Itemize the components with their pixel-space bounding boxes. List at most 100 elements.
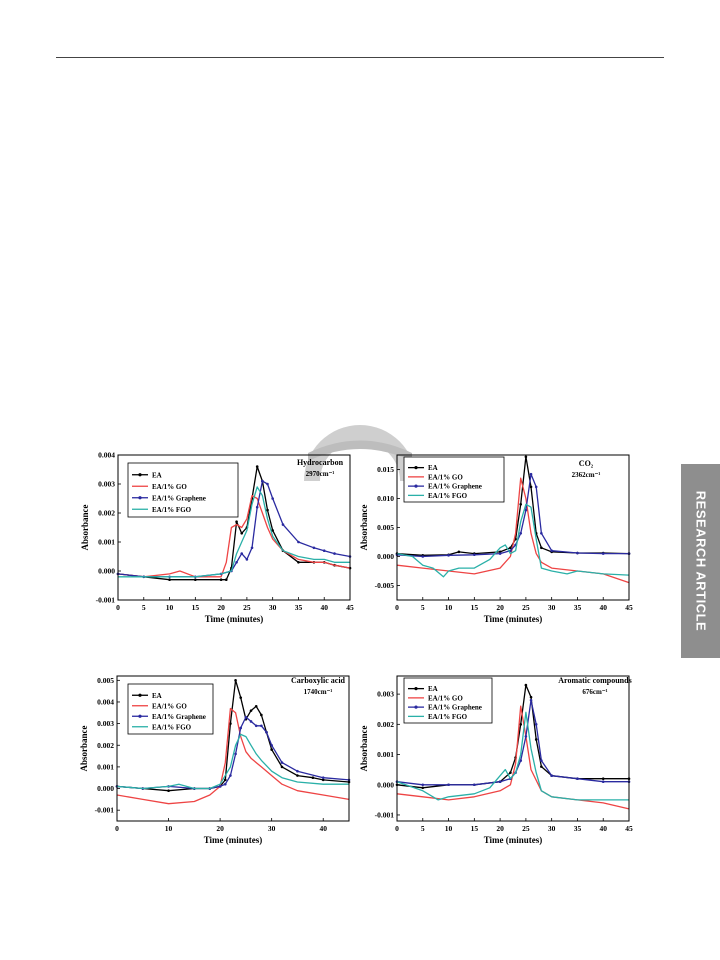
legend-marker — [414, 466, 418, 470]
x-tick-label: 30 — [268, 824, 276, 833]
x-tick-label: 30 — [548, 824, 556, 833]
data-point — [296, 769, 299, 773]
data-point — [250, 546, 254, 550]
y-tick-label: 0.001 — [98, 538, 115, 547]
y-tick-label: 0.001 — [377, 750, 394, 759]
legend-box — [403, 677, 493, 724]
y-tick-label: 0.003 — [97, 719, 114, 728]
y-axis-label: Absorbance — [359, 725, 369, 771]
section-side-tab: RESEARCH ARTICLE — [681, 464, 720, 658]
data-point — [280, 765, 284, 769]
data-point — [244, 715, 248, 719]
x-tick-label: 0 — [116, 603, 120, 612]
chart-subtitle: 1740cm⁻¹ — [304, 688, 333, 696]
data-point — [576, 777, 579, 781]
data-point — [266, 482, 269, 486]
data-point — [540, 532, 543, 535]
y-tick-label: -0.001 — [375, 810, 395, 819]
x-tick-label: 45 — [625, 603, 633, 612]
data-point — [271, 497, 274, 500]
data-point — [550, 774, 553, 777]
legend-marker — [138, 714, 142, 718]
chart-subtitle: 676cm⁻¹ — [582, 688, 607, 696]
data-point — [254, 724, 258, 728]
chart-title: Aromatic compounds — [558, 676, 631, 685]
series-line-2 — [396, 477, 630, 584]
data-point — [601, 777, 605, 781]
data-point — [270, 748, 273, 751]
y-tick-label: -0.001 — [96, 596, 116, 605]
y-tick-label: 0.004 — [98, 451, 115, 460]
series-line-4 — [118, 486, 350, 578]
data-point — [540, 546, 543, 550]
legend-label: EA/1% Graphene — [428, 704, 482, 712]
legend-label: EA/1% GO — [152, 702, 187, 710]
legend-label: EA/1% FGO — [152, 506, 192, 514]
data-point — [498, 780, 502, 784]
data-point — [321, 778, 325, 782]
data-point — [576, 551, 579, 555]
x-tick-label: 40 — [599, 603, 607, 612]
legend-marker — [414, 687, 418, 691]
data-point — [498, 552, 502, 555]
series-line-3 — [396, 473, 629, 558]
data-point — [234, 679, 237, 682]
x-tick-label: 30 — [269, 603, 277, 612]
data-point — [524, 735, 528, 738]
x-tick-label: 40 — [599, 824, 607, 833]
data-point — [312, 546, 316, 550]
legend-marker — [138, 473, 142, 477]
data-point — [534, 723, 538, 726]
header-rule — [56, 57, 664, 58]
y-tick-label: 0.002 — [98, 509, 115, 518]
legend-label: EA/1% GO — [428, 694, 463, 702]
data-point — [333, 552, 336, 555]
data-point — [509, 546, 512, 550]
data-point — [194, 578, 197, 581]
series-line-2 — [116, 707, 350, 805]
data-point — [234, 752, 237, 756]
data-point — [421, 786, 425, 790]
legend-label: EA/1% Graphene — [152, 494, 206, 502]
x-tick-label: 20 — [216, 824, 224, 833]
data-point — [167, 789, 170, 793]
watermark-logo — [304, 425, 416, 481]
data-point — [223, 778, 227, 782]
data-point — [311, 776, 315, 780]
y-tick-label: 0.015 — [377, 465, 394, 474]
y-tick-label: 0.010 — [377, 494, 394, 503]
data-point — [524, 455, 528, 459]
y-axis-label: Absorbance — [79, 725, 89, 771]
y-tick-label: 0.003 — [377, 690, 394, 699]
data-point — [280, 761, 284, 764]
x-axis-label: Time (minutes) — [484, 835, 543, 845]
legend-label: EA/1% FGO — [428, 713, 468, 721]
y-tick-label: 0.003 — [98, 480, 115, 489]
y-tick-label: 0.000 — [377, 552, 394, 561]
x-tick-label: 15 — [192, 603, 200, 612]
x-tick-label: 0 — [115, 824, 119, 833]
y-tick-label: 0.005 — [97, 676, 114, 685]
data-point — [229, 774, 232, 777]
data-point — [245, 558, 249, 561]
x-tick-label: 10 — [165, 824, 173, 833]
y-tick-label: 0.000 — [97, 784, 114, 793]
y-tick-label: 0.001 — [97, 762, 114, 771]
x-tick-label: 5 — [421, 824, 425, 833]
x-tick-label: 10 — [445, 824, 453, 833]
legend-label: EA/1% GO — [152, 483, 187, 491]
legend-label: EA/1% Graphene — [152, 713, 206, 721]
data-point — [509, 771, 512, 774]
data-point — [239, 696, 243, 699]
data-point — [239, 726, 243, 730]
data-point — [229, 722, 232, 725]
x-axis-label: Time (minutes) — [484, 614, 543, 624]
legend-marker — [414, 705, 418, 709]
legend-label: EA/1% FGO — [152, 723, 192, 731]
data-point — [271, 529, 274, 532]
legend-marker — [414, 484, 418, 488]
data-point — [519, 759, 523, 762]
data-point — [529, 472, 533, 476]
